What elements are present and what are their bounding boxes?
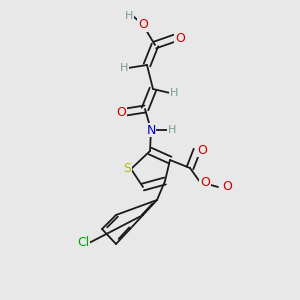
- Text: S: S: [123, 163, 131, 176]
- Text: H: H: [170, 88, 178, 98]
- Text: O: O: [138, 19, 148, 32]
- Text: O: O: [200, 176, 210, 188]
- Text: O: O: [222, 181, 232, 194]
- Text: O: O: [116, 106, 126, 118]
- Text: O: O: [175, 32, 185, 44]
- Text: H: H: [120, 63, 128, 73]
- Text: H: H: [168, 125, 176, 135]
- Text: H: H: [124, 11, 133, 21]
- Text: N: N: [146, 124, 156, 136]
- Text: O: O: [197, 143, 207, 157]
- Text: Cl: Cl: [77, 236, 89, 250]
